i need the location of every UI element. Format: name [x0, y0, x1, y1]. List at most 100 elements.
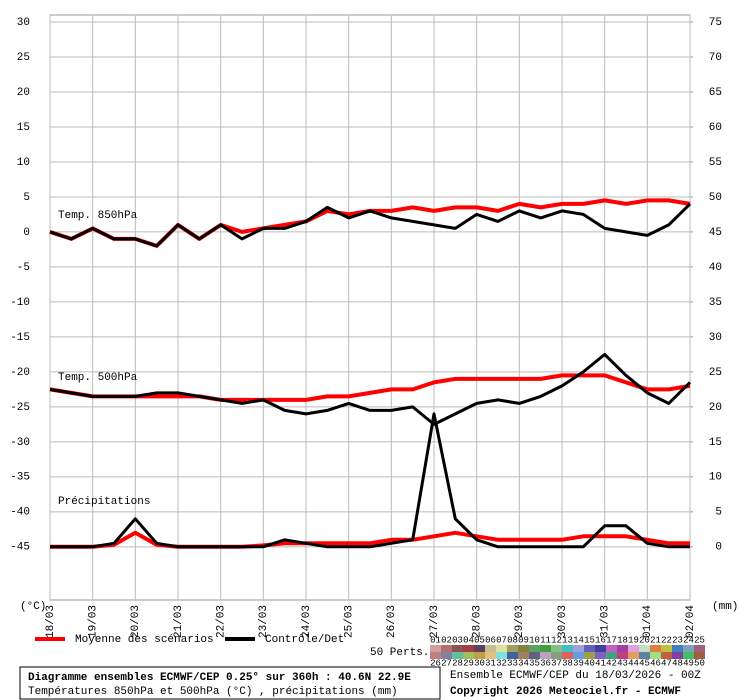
y-tick-label: 15 [17, 122, 30, 134]
perturbation-name: 14 [573, 635, 584, 645]
perturbation-name: 22 [661, 635, 672, 645]
perturbation-swatch [672, 652, 683, 659]
perturbation-name: 25 [694, 635, 705, 645]
perturbation-swatch [562, 652, 573, 659]
y2-tick-label: 10 [709, 472, 722, 484]
y2-tick-label: 55 [709, 157, 722, 169]
perturbation-swatch [683, 645, 694, 652]
perturbation-name: 41 [595, 658, 606, 668]
perturbation-swatch [628, 645, 639, 652]
y-tick-label: 25 [17, 52, 30, 64]
y2-tick-label: 45 [709, 227, 722, 239]
perturbation-swatch [650, 645, 661, 652]
perturbation-swatch [507, 652, 518, 659]
perturbation-name: 21 [650, 635, 661, 645]
perturbation-swatch [474, 645, 485, 652]
legend-label: Contrôle/Det [265, 634, 344, 646]
perturbation-swatch [694, 652, 705, 659]
perturbation-swatch [441, 645, 452, 652]
y-tick-label: -45 [10, 542, 30, 554]
perturbation-swatch [606, 652, 617, 659]
perturbation-name: 30 [474, 658, 485, 668]
x-tick-label: 29/03 [514, 605, 526, 638]
perturbation-swatch [507, 645, 518, 652]
perturbation-name: 18 [617, 635, 628, 645]
perturbation-name: 12 [551, 635, 562, 645]
y2-tick-label: 25 [709, 367, 722, 379]
perturbation-swatch [452, 645, 463, 652]
y-axis-label: (°C) [20, 601, 46, 613]
legend-label: Moyenne des scénarios [75, 634, 214, 646]
x-tick-label: 28/03 [472, 605, 484, 638]
perturbation-swatch [617, 645, 628, 652]
perturbation-swatch [639, 652, 650, 659]
perturbation-name: 17 [606, 635, 617, 645]
footer-title: Diagramme ensembles ECMWF/CEP 0.25° sur … [28, 672, 411, 684]
perturbation-name: 08 [507, 635, 518, 645]
perturbation-swatch [463, 652, 474, 659]
y2-tick-label: 30 [709, 332, 722, 344]
footer-run: Ensemble ECMWF/CEP du 18/03/2026 - 00Z [450, 670, 701, 682]
perturbation-swatch [661, 652, 672, 659]
y-tick-label: -20 [10, 367, 30, 379]
footer-box [19, 666, 441, 700]
y2-tick-label: 60 [709, 122, 722, 134]
perturbation-swatch [496, 645, 507, 652]
series-line [50, 412, 690, 549]
perturbation-swatch [518, 645, 529, 652]
perturbation-name: 19 [628, 635, 639, 645]
x-tick-label: 21/03 [173, 605, 185, 638]
perturbation-name: 24 [683, 635, 694, 645]
y-tick-label: 10 [17, 157, 30, 169]
series-line [49, 202, 692, 248]
y-tick-label: 20 [17, 87, 30, 99]
x-tick-label: 24/03 [301, 605, 313, 638]
perturbation-swatch [540, 645, 551, 652]
perturbation-name: 07 [496, 635, 507, 645]
perturbation-swatch [628, 652, 639, 659]
perturbation-name: 26 [430, 658, 441, 668]
perturbation-swatch [584, 652, 595, 659]
perturbation-name: 46 [650, 658, 661, 668]
y-tick-label: 30 [17, 17, 30, 29]
perturbation-swatch [551, 645, 562, 652]
perturbation-name: 20 [639, 635, 650, 645]
perturbation-name: 05 [474, 635, 485, 645]
y-tick-label: -15 [10, 332, 30, 344]
perturbation-label: 50 Perts. [370, 647, 429, 659]
perturbation-name: 04 [463, 635, 474, 645]
x-tick-label: 18/03 [45, 605, 57, 638]
series-line [49, 352, 692, 426]
perturbation-swatch [485, 652, 496, 659]
perturbation-swatch [650, 652, 661, 659]
y-tick-label: -35 [10, 472, 30, 484]
perturbation-name: 45 [639, 658, 650, 668]
perturbation-name: 03 [452, 635, 463, 645]
y2-tick-label: 0 [715, 542, 722, 554]
perturbation-swatch [617, 652, 628, 659]
perturbation-name: 39 [573, 658, 584, 668]
y2-tick-label: 35 [709, 297, 722, 309]
perturbation-name: 10 [529, 635, 540, 645]
perturbation-swatch [441, 652, 452, 659]
perturbation-name: 47 [661, 658, 672, 668]
footer-copyright: Copyright 2026 Meteociel.fr - ECMWF [450, 686, 681, 698]
y2-tick-label: 50 [709, 192, 722, 204]
perturbation-name: 29 [463, 658, 474, 668]
y-tick-label: -5 [17, 262, 30, 274]
perturbation-name: 11 [540, 635, 551, 645]
perturbation-name: 42 [606, 658, 617, 668]
plot-area [49, 14, 691, 601]
x-tick-label: 27/03 [429, 605, 441, 638]
perturbation-swatch [606, 645, 617, 652]
x-tick-label: 26/03 [386, 605, 398, 638]
perturbation-swatch [672, 645, 683, 652]
y-tick-label: 0 [23, 227, 30, 239]
perturbation-swatch [551, 652, 562, 659]
perturbation-name: 37 [551, 658, 562, 668]
x-tick-label: 22/03 [216, 605, 228, 638]
perturbation-name: 44 [628, 658, 639, 668]
panel-label: Précipitations [58, 496, 150, 508]
perturbation-swatch [584, 645, 595, 652]
perturbation-name: 34 [518, 658, 529, 668]
